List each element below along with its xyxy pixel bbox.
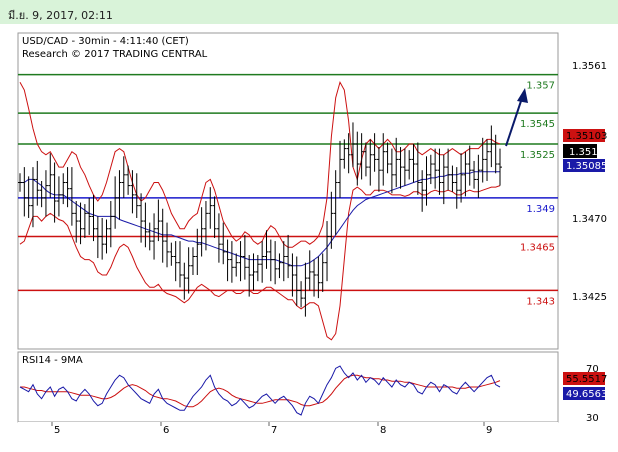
header-bar: มี.ย. 9, 2017, 02:11 [0, 0, 618, 25]
rsi-tick-label: 30 [586, 413, 599, 424]
forecast-arrow-head [517, 88, 528, 103]
badge-upper: 1.35103 [566, 131, 607, 142]
chart-svg: USD/CAD - 30min - 4:11:40 (CET) Research… [17, 32, 607, 436]
level-label-1.357: 1.357 [526, 81, 555, 92]
badge-price-bg [563, 144, 597, 158]
x-axis-strip [18, 422, 558, 436]
badge-rsi-ma-bg [563, 372, 605, 385]
rsi-ma-line [20, 374, 501, 408]
chart-title: USD/CAD - 30min - 4:11:40 (CET) [22, 36, 189, 47]
level-label-1.3525: 1.3525 [520, 150, 555, 161]
badge-lower-bg [563, 159, 605, 172]
badge-rsi-bg [563, 387, 605, 400]
chart-area: USD/CAD - 30min - 4:11:40 (CET) Research… [0, 24, 618, 448]
y-tick-label: 1.3425 [572, 292, 607, 303]
bb-upper-line [19, 80, 501, 248]
x-label: 6 [163, 425, 169, 436]
badge-rsi-ma: 55.5517 [566, 374, 607, 385]
main-plot-frame [17, 32, 559, 350]
chart-subtitle: Research © 2017 TRADING CENTRAL [22, 49, 208, 60]
badge-price: 1.351 [569, 147, 598, 158]
badge-lower: 1.35085 [566, 161, 607, 172]
rsi-line [19, 365, 501, 416]
badge-rsi: 49.6563 [566, 389, 607, 400]
bb-lower-line [19, 185, 501, 341]
y-tick-label: 1.3561 [572, 61, 607, 72]
x-label: 7 [271, 425, 277, 436]
header-date: มี.ย. 9, 2017, 02:11 [8, 9, 113, 22]
level-label-1.349: 1.349 [526, 204, 555, 215]
level-label-1.343: 1.343 [526, 296, 555, 307]
rsi-tick-label: 70 [586, 364, 599, 375]
x-label: 8 [380, 425, 386, 436]
y-tick-label: 1.3470 [572, 214, 607, 225]
x-label: 9 [486, 425, 492, 436]
badge-upper-bg [563, 129, 605, 142]
rsi-title: RSI14 - 9MA [22, 355, 83, 366]
x-label: 5 [54, 425, 60, 436]
level-label-1.3465: 1.3465 [520, 242, 555, 253]
moving-average-line [20, 171, 500, 267]
level-label-1.3545: 1.3545 [520, 119, 555, 130]
forecast-arrow [505, 97, 523, 147]
